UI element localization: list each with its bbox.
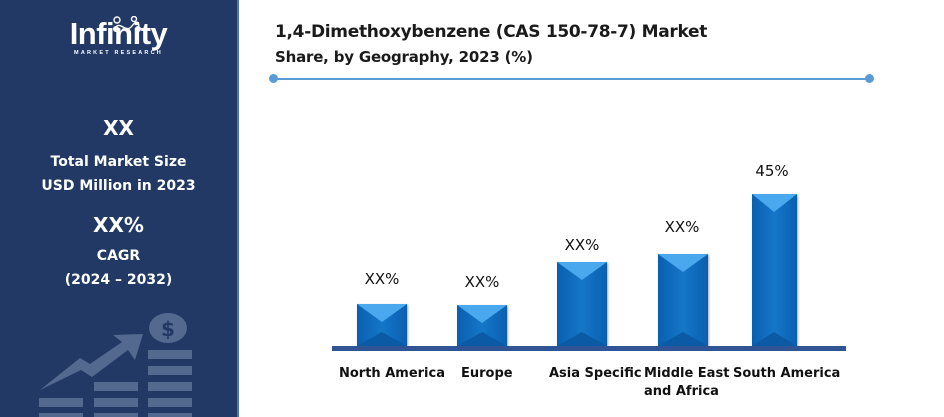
x-label-asia-specific: Asia Specific [549, 366, 642, 381]
sidebar-edge [237, 0, 239, 417]
growth-chart-icon: $ [39, 313, 192, 417]
market-size-label-2: USD Million in 2023 [41, 178, 196, 194]
bar-south-america [752, 194, 797, 346]
value-label: XX% [664, 218, 700, 236]
x-label-line: and Africa [644, 384, 719, 399]
chart-title-line2: Share, by Geography, 2023 (%) [275, 48, 533, 66]
logo-subtitle: MARKET RESEARCH [74, 50, 163, 56]
rule-dot-left [269, 74, 278, 83]
market-size-label-1: Total Market Size [50, 154, 187, 170]
title-rule [274, 78, 869, 80]
logo-wordmark: Infinity [69, 16, 168, 51]
x-label-line: Middle East [644, 366, 730, 381]
x-label-middle-east-africa: Middle East and Africa [644, 365, 729, 401]
bar-europe [457, 305, 507, 346]
value-label: XX% [364, 270, 400, 288]
rule-dot-right [865, 74, 874, 83]
x-axis-line [332, 346, 846, 351]
x-label-north-america: North America [339, 366, 445, 381]
bar-north-america [357, 304, 407, 346]
infinity-logo-icon [113, 16, 141, 32]
value-label: 45% [755, 162, 789, 180]
bar-asia-specific [557, 262, 607, 346]
x-label-europe: Europe [461, 366, 513, 381]
x-label-south-america: South America [733, 366, 841, 381]
bar-middle-east-africa [658, 254, 708, 346]
logo: Infinity MARKET RESEARCH [0, 14, 237, 56]
value-label: XX% [464, 273, 500, 291]
cagr-label: CAGR [96, 248, 141, 264]
chart-title: 1,4-Dimethoxybenzene (CAS 150-78-7) Mark… [275, 22, 707, 66]
cagr-value: XX% [93, 213, 144, 237]
value-label: XX% [564, 236, 600, 254]
chart-title-line1: 1,4-Dimethoxybenzene (CAS 150-78-7) Mark… [275, 22, 708, 42]
svg-text:$: $ [161, 317, 175, 341]
market-size-value: XX [103, 116, 134, 140]
cagr-period: (2024 – 2032) [64, 272, 173, 288]
